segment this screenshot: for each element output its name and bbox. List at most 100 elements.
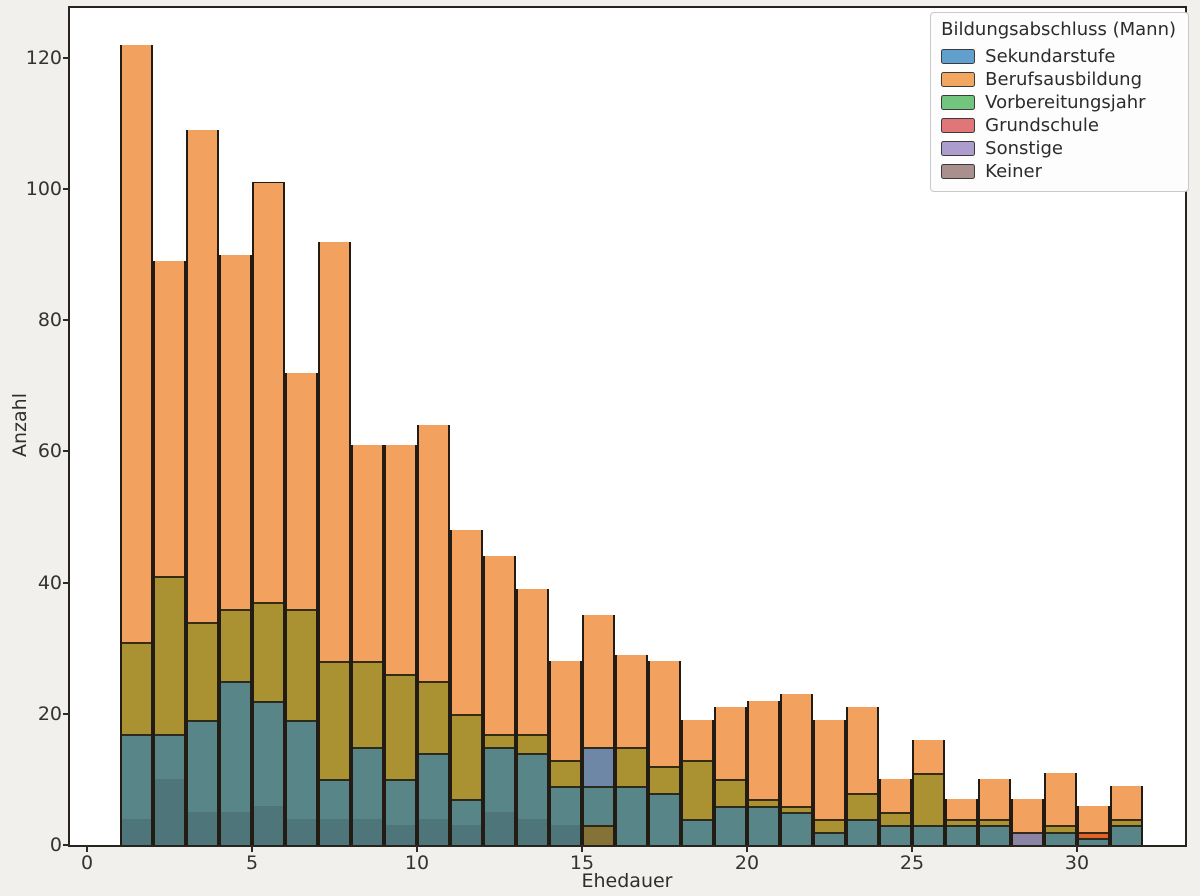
legend-entries: Sekundarstufe Berufsausbildung Vorbereitun… bbox=[941, 45, 1176, 183]
bar-segment bbox=[254, 182, 283, 603]
y-tick-label: 60 bbox=[37, 440, 62, 463]
bar-segment bbox=[1013, 831, 1042, 845]
y-tick-mark bbox=[63, 712, 70, 715]
histogram-bar bbox=[813, 720, 846, 845]
bars-layer bbox=[70, 8, 1185, 845]
legend-entry: Vorbereitungsjahr bbox=[941, 91, 1176, 114]
bar-segment bbox=[749, 799, 778, 806]
bar-segment bbox=[254, 602, 283, 701]
bar-segment bbox=[221, 254, 250, 609]
bar-segment bbox=[518, 733, 547, 754]
bar-segment bbox=[287, 720, 316, 819]
bar-segment bbox=[848, 818, 877, 845]
bar-segment bbox=[881, 779, 910, 813]
bar-segment bbox=[287, 818, 316, 845]
bar-segment bbox=[551, 759, 580, 786]
x-tick-mark bbox=[86, 845, 88, 852]
bar-segment bbox=[221, 608, 250, 682]
legend-entry: Sonstige bbox=[941, 137, 1176, 160]
legend-swatch bbox=[941, 95, 976, 110]
histogram-bar bbox=[186, 130, 219, 845]
histogram-bar bbox=[252, 182, 285, 845]
bar-segment bbox=[782, 805, 811, 813]
bar-segment bbox=[485, 746, 514, 813]
bar-segment bbox=[650, 792, 679, 845]
bar-segment bbox=[122, 44, 151, 642]
bar-segment bbox=[122, 733, 151, 819]
bar-segment bbox=[1046, 772, 1075, 826]
bar-segment bbox=[419, 425, 448, 682]
y-tick-mark bbox=[63, 581, 70, 584]
bar-segment bbox=[848, 707, 877, 793]
histogram-bar bbox=[1044, 772, 1077, 845]
bar-segment bbox=[320, 779, 349, 819]
bar-segment bbox=[749, 700, 778, 800]
bar-segment bbox=[947, 825, 976, 845]
bar-segment bbox=[155, 576, 184, 734]
bar-segment bbox=[584, 746, 613, 786]
legend-entry: Sekundarstufe bbox=[941, 45, 1176, 68]
legend-swatch bbox=[941, 164, 976, 179]
bar-segment bbox=[188, 130, 217, 622]
x-tick-mark bbox=[581, 845, 583, 852]
bar-segment bbox=[518, 589, 547, 734]
legend-swatch bbox=[941, 49, 976, 64]
x-tick-label: 5 bbox=[245, 852, 259, 874]
bar-segment bbox=[1079, 831, 1108, 839]
x-tick-label: 0 bbox=[80, 852, 94, 874]
x-tick-mark bbox=[1076, 845, 1078, 852]
bar-segment bbox=[716, 805, 745, 845]
legend-entry-label: Sekundarstufe bbox=[985, 46, 1116, 67]
y-tick-mark bbox=[63, 56, 70, 59]
bar-segment bbox=[980, 818, 1009, 826]
bar-segment bbox=[1079, 805, 1108, 832]
bar-segment bbox=[815, 720, 844, 819]
histogram-bar bbox=[681, 720, 714, 845]
bar-segment bbox=[782, 694, 811, 806]
bar-segment bbox=[584, 825, 613, 845]
bar-segment bbox=[617, 746, 646, 786]
histogram-bar bbox=[450, 530, 483, 845]
y-axis-label: Anzahl bbox=[9, 393, 31, 457]
histogram-bar bbox=[219, 254, 252, 845]
y-tick-mark bbox=[63, 844, 70, 846]
legend-swatch bbox=[941, 72, 976, 87]
bar-segment bbox=[815, 831, 844, 845]
y-tick-label: 0 bbox=[49, 834, 62, 856]
bar-segment bbox=[320, 818, 349, 845]
bar-segment bbox=[320, 661, 349, 780]
bar-segment bbox=[683, 720, 712, 760]
bar-segment bbox=[254, 700, 283, 806]
bar-segment bbox=[221, 812, 250, 845]
histogram-bar bbox=[153, 261, 186, 845]
x-axis-label: Ehedauer bbox=[581, 870, 673, 892]
histogram-bar bbox=[780, 694, 813, 845]
bar-segment bbox=[485, 556, 514, 734]
bar-segment bbox=[716, 707, 745, 780]
legend-swatch bbox=[941, 141, 976, 156]
bar-segment bbox=[914, 740, 943, 773]
y-tick-label: 100 bbox=[25, 178, 62, 201]
bar-segment bbox=[980, 825, 1009, 845]
histogram-bar bbox=[1110, 785, 1143, 845]
histogram-bar bbox=[417, 425, 450, 845]
bar-segment bbox=[1079, 838, 1108, 845]
bar-segment bbox=[716, 779, 745, 806]
bar-segment bbox=[155, 779, 184, 845]
bar-segment bbox=[881, 825, 910, 845]
x-tick-label: 25 bbox=[899, 852, 925, 874]
bar-segment bbox=[749, 805, 778, 845]
bar-segment bbox=[287, 372, 316, 609]
bar-segment bbox=[1046, 825, 1075, 832]
histogram-bar bbox=[648, 661, 681, 845]
bar-segment bbox=[650, 661, 679, 767]
histogram-bar bbox=[615, 654, 648, 845]
bar-segment bbox=[947, 818, 976, 826]
y-tick-mark bbox=[63, 319, 70, 322]
y-tick-label: 80 bbox=[37, 309, 62, 332]
bar-segment bbox=[584, 785, 613, 826]
bar-segment bbox=[353, 746, 382, 819]
bar-segment bbox=[254, 805, 283, 845]
bar-segment bbox=[386, 674, 415, 780]
bar-segment bbox=[419, 818, 448, 845]
